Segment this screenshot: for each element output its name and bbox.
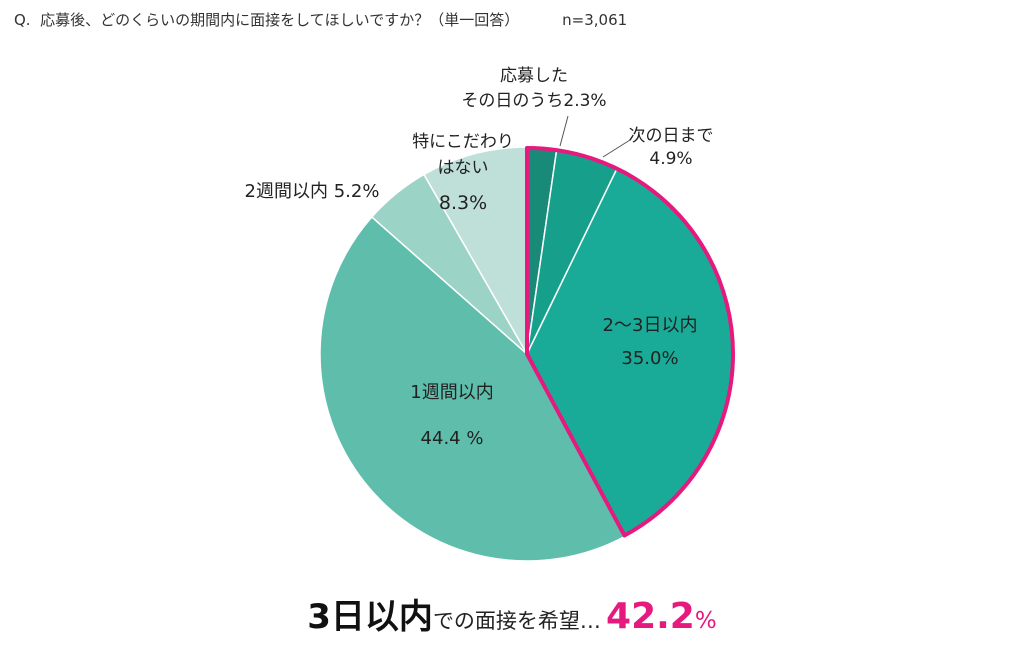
pie-slice-6 xyxy=(422,146,528,357)
highlight-outline xyxy=(525,146,735,538)
slice-label-6: 特にこだわりはない 8.3% xyxy=(412,132,514,214)
slice-labels: 応募したその日のうち2.3% 次の日まで 4.9% 2～3日以内 35.0% 1週間以内 4… xyxy=(245,66,714,449)
headline-percent: % xyxy=(694,608,717,634)
pie-chart: 応募したその日のうち2.3% 次の日まで 4.9% 2～3日以内 35.0% 1週間以内 4… xyxy=(245,66,735,562)
slice-label-4: 1週間以内 44.4 % xyxy=(410,382,493,449)
question-text: Q. 応募後、どのくらいの期間内に面接をしてほしいですか？（単一回答） n=3,… xyxy=(14,9,627,30)
slice-label-5: 2週間以内 5.2% xyxy=(245,181,380,202)
pie-slices xyxy=(319,146,735,562)
headline: 3日以内での面接を希望… 42.2% xyxy=(0,593,1024,647)
leader-lines xyxy=(559,115,631,158)
headline-emphasis: 3日以内 xyxy=(307,597,433,637)
slice-label-2: 次の日まで 4.9% xyxy=(629,126,714,169)
headline-value: 42.2 xyxy=(606,596,695,637)
sample-size: n=3,061 xyxy=(562,11,628,29)
slice-label-3: 2～3日以内 35.0% xyxy=(603,315,698,369)
leader-line-2 xyxy=(602,139,631,158)
headline-text: での面接を希望… xyxy=(432,609,601,633)
slice-label-1: 応募したその日のうち2.3% xyxy=(461,66,606,111)
pie-slice-4 xyxy=(319,215,626,562)
leader-line-1 xyxy=(559,115,569,147)
question-label: Q. 応募後、どのくらいの期間内に面接をしてほしいですか？（単一回答） xyxy=(14,11,520,29)
